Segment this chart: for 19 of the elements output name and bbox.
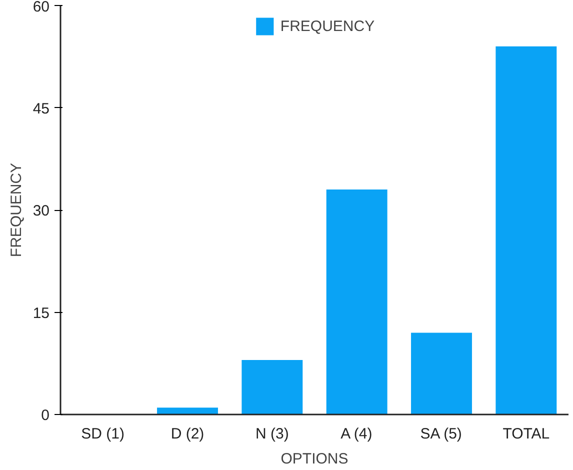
x-tick-label: D (2) <box>170 426 204 442</box>
legend-label: FREQUENCY <box>280 18 375 34</box>
bar <box>157 408 218 414</box>
x-tick-label: TOTAL <box>502 426 550 442</box>
y-tick-label: 30 <box>32 202 50 220</box>
bar <box>496 46 557 414</box>
x-tick-label: N (3) <box>256 426 289 442</box>
x-tick-label: SD (1) <box>81 426 125 442</box>
y-tick-label: 0 <box>41 407 50 424</box>
y-axis-title: FREQUENCY <box>8 162 25 258</box>
bar <box>242 360 303 414</box>
x-tick-label: A (4) <box>340 426 372 442</box>
x-axis-title: OPTIONS <box>280 450 348 468</box>
x-tick-label: SA (5) <box>420 426 462 442</box>
y-tick-label: 15 <box>32 304 50 322</box>
y-tick-label: 60 <box>32 0 50 16</box>
y-tick-label: 45 <box>32 100 50 118</box>
bar <box>411 332 472 414</box>
bar <box>326 190 388 414</box>
